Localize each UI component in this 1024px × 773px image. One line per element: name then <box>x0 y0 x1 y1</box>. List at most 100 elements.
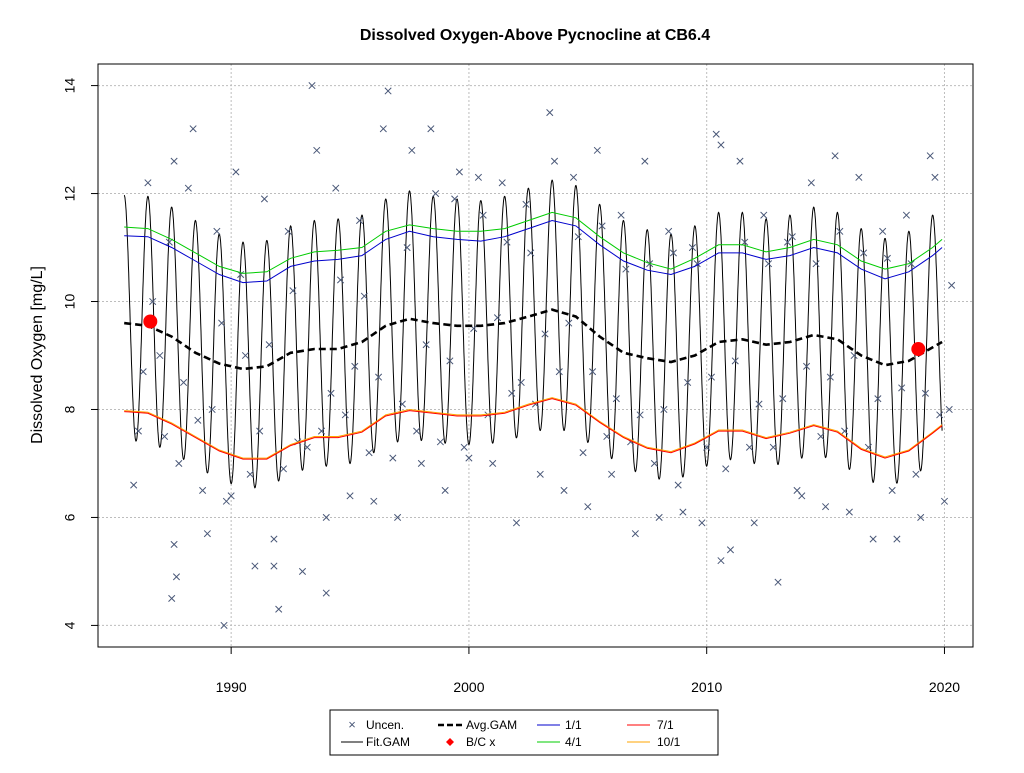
observation-point <box>322 589 330 597</box>
observation-point <box>465 454 473 462</box>
observation-point <box>593 146 601 154</box>
legend-label-d11: 1/1 <box>565 718 582 732</box>
observation-point <box>636 411 644 419</box>
legend-box <box>329 709 719 756</box>
fit-gam-layer <box>123 179 943 489</box>
observation-point <box>541 330 549 338</box>
y-axis: 4 6 8 10 12 14 <box>62 78 98 629</box>
observation-point <box>608 470 616 478</box>
observation-point <box>555 368 563 376</box>
observation-point <box>912 470 920 478</box>
x-tick-label: 1990 <box>216 679 247 695</box>
observation-point <box>408 146 416 154</box>
observation-point <box>260 195 268 203</box>
observation-point <box>149 297 157 306</box>
legend-label-avggam: Avg.GAM <box>466 718 517 732</box>
observation-point <box>184 184 192 192</box>
observation-point <box>874 395 882 403</box>
y-tick-label: 8 <box>62 405 78 413</box>
observation-point <box>736 157 744 165</box>
observation-point <box>917 513 925 521</box>
observation-point <box>741 238 749 246</box>
observation-point <box>527 249 535 257</box>
observation-point <box>945 405 953 414</box>
observation-point <box>698 519 706 527</box>
observation-point <box>332 184 340 192</box>
observation-point <box>417 459 425 468</box>
observation-point <box>660 405 668 414</box>
observation-point <box>726 546 735 554</box>
observation-point <box>284 227 292 235</box>
observation-point <box>883 254 891 262</box>
gridlines <box>98 64 973 647</box>
observation-point <box>279 465 288 473</box>
observation-point <box>251 562 259 570</box>
observation-point <box>460 443 468 451</box>
chart-title: Dissolved Oxygen-Above Pycnocline at CB6… <box>360 27 710 44</box>
observation-point <box>355 216 364 225</box>
observation-point <box>379 125 387 133</box>
plot-frame <box>97 63 974 648</box>
observation-point <box>213 227 221 235</box>
observation-point <box>455 168 463 176</box>
legend-label-d41: 4/1 <box>565 735 582 749</box>
observation-point <box>232 168 240 176</box>
observation-point <box>893 535 901 543</box>
observation-point <box>341 411 349 419</box>
legend-label-d71: 7/1 <box>657 718 674 732</box>
observation-point <box>498 179 506 187</box>
observation-point <box>517 378 525 387</box>
observation-point <box>503 238 511 246</box>
observation-point <box>764 260 773 268</box>
observation-point <box>489 459 497 468</box>
observation-point <box>617 211 625 219</box>
observation-point <box>512 519 521 527</box>
observation-point <box>134 427 142 435</box>
observation-point <box>902 211 910 219</box>
observation-point <box>817 432 825 441</box>
observation-point <box>365 449 373 457</box>
observation-point <box>745 443 754 451</box>
observation-point <box>536 470 544 478</box>
observation-point <box>308 82 316 90</box>
observation-point <box>270 535 278 543</box>
observation-point <box>130 481 138 489</box>
observation-point <box>313 146 321 154</box>
observation-point <box>769 443 777 451</box>
legend-label-bcx: B/C x <box>466 735 495 749</box>
observation-point <box>322 513 330 521</box>
observation-point <box>722 465 730 473</box>
observation-point <box>493 314 502 322</box>
observation-point <box>760 211 768 219</box>
bc-point <box>911 342 926 357</box>
observation-point <box>474 173 482 181</box>
observation-point <box>218 319 226 327</box>
observation-point <box>479 211 487 219</box>
observation-point <box>189 125 197 133</box>
series-d41 <box>124 211 943 274</box>
observation-point <box>926 152 934 160</box>
observation-point <box>165 238 173 246</box>
observation-point <box>446 357 454 365</box>
observation-point <box>574 233 582 241</box>
observation-point <box>508 389 516 397</box>
observation-point <box>208 405 216 414</box>
y-tick-label: 6 <box>62 513 78 521</box>
legend-label-uncen: Uncen. <box>366 718 404 732</box>
observation-point <box>161 432 169 441</box>
observation-point <box>717 557 725 565</box>
observation-point <box>346 492 354 500</box>
observation-point <box>289 287 297 295</box>
observation-point <box>921 389 929 397</box>
observation-point <box>584 503 592 511</box>
y-tick-label: 14 <box>62 78 78 94</box>
observation-point <box>327 389 335 397</box>
observation-point <box>712 130 720 138</box>
observation-point <box>940 497 949 505</box>
observation-point <box>427 125 435 133</box>
x-tick-label: 2020 <box>929 679 960 695</box>
observation-point <box>707 373 716 381</box>
observation-point <box>432 190 440 198</box>
observation-point <box>168 594 176 602</box>
observation-point <box>170 157 178 165</box>
